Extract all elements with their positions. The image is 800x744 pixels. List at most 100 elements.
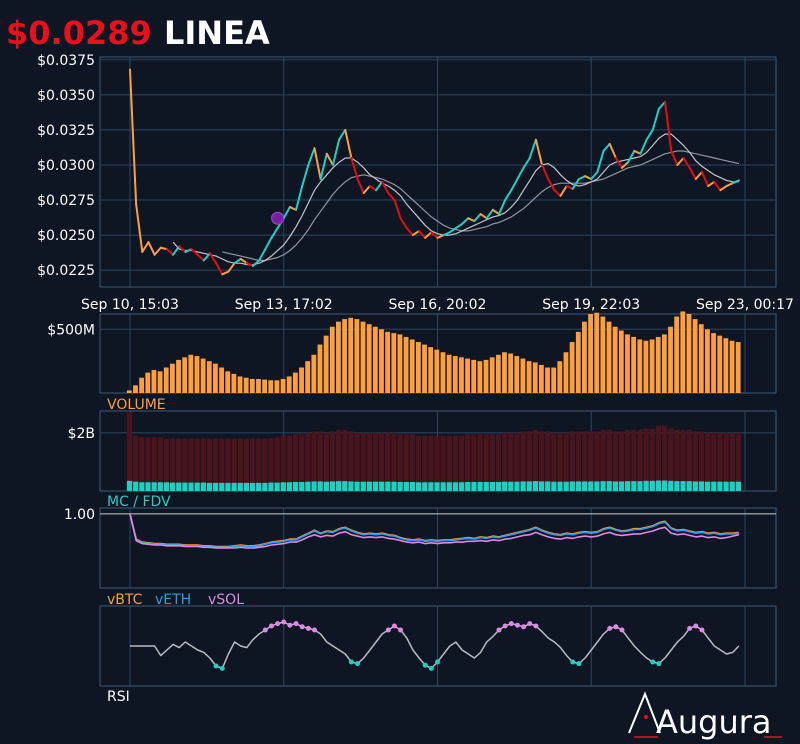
fdv-bar [692, 431, 698, 491]
price-segment [442, 231, 451, 237]
volume-bar [575, 331, 581, 393]
volume-bar [483, 359, 489, 393]
fdv-bar [213, 438, 219, 491]
mc-bar [169, 482, 176, 491]
price-marker-dot [271, 211, 285, 225]
volume-bar [588, 314, 593, 393]
volume-bar [188, 354, 194, 393]
mc-bar [489, 481, 496, 491]
rsi-oversold-dot [656, 661, 662, 667]
volume-bar [336, 321, 341, 393]
volume-bar [612, 326, 618, 393]
volume-bar [372, 326, 378, 393]
mc-bar [225, 482, 231, 491]
logo-dot-icon [644, 715, 648, 719]
price-segment [528, 138, 537, 159]
fdv-bar [631, 429, 637, 491]
mc-bar [231, 482, 237, 491]
price-segment [239, 257, 248, 265]
volume-bar [305, 361, 311, 393]
rsi-line [130, 621, 740, 670]
price-segment [375, 180, 384, 192]
fdv-bar [711, 432, 717, 491]
price-segment [467, 217, 476, 223]
mc-bar [631, 481, 637, 491]
fdv-bar [440, 435, 446, 491]
mc-bar [139, 482, 145, 491]
volume-bar [262, 379, 268, 393]
price-segment [461, 217, 470, 225]
volume-bar [286, 376, 292, 393]
rsi-overbought-dot [613, 624, 619, 630]
fast-moving-average-line [172, 133, 739, 266]
mc-bar [305, 481, 311, 491]
price-segment [584, 175, 593, 181]
mc-bar [145, 482, 151, 491]
volume-bar [237, 376, 243, 393]
price-segment [270, 227, 279, 239]
price-segment [141, 241, 150, 253]
volume-bar [219, 367, 224, 393]
price-segment [534, 138, 544, 166]
mc-bar [545, 481, 551, 491]
rsi-overbought-dot [508, 621, 514, 627]
fdv-bar [735, 432, 741, 491]
mc-bar [397, 481, 403, 491]
volume-bar [268, 380, 274, 393]
mc-bar [526, 481, 532, 491]
fdv-bar [452, 435, 459, 491]
mc-bar [569, 481, 575, 491]
tick-labels: Sep 10, 15:03 Sep 13, 17:02 Sep 16, 20:02 S… [37, 53, 794, 523]
price-segment [664, 100, 673, 152]
rsi-overbought-dot [521, 624, 527, 630]
price-segment [184, 248, 193, 253]
volume-bar [440, 352, 446, 393]
price-y-tick-label: $0.0350 [37, 88, 95, 104]
mc-bar [391, 481, 397, 491]
fdv-bar [225, 438, 231, 491]
volume-bar [176, 359, 181, 393]
fdv-bar [256, 438, 262, 491]
fdv-bar [643, 428, 649, 491]
slow-moving-average-line [222, 150, 740, 261]
volume-bar [557, 361, 563, 393]
mc-bar [163, 482, 170, 491]
price-segment [485, 208, 494, 220]
rsi-oversold-dot [213, 663, 219, 669]
logo-text: Augura [656, 703, 772, 741]
volume-bar [594, 312, 600, 393]
volume-bar [194, 356, 200, 393]
legend-veth: vETH [155, 592, 191, 608]
mc-bar [348, 481, 354, 491]
price-segment [153, 246, 162, 256]
fdv-bar [459, 435, 465, 491]
volume-bar [569, 342, 575, 393]
volume-bar [674, 316, 680, 393]
volume-bar [520, 358, 526, 393]
price-segment [436, 234, 445, 239]
current-price: $0.0289 [6, 14, 152, 52]
fdv-bar [655, 425, 662, 491]
volume-bar [379, 329, 384, 393]
vsol-line [129, 513, 740, 549]
rsi-overbought-dot [502, 623, 508, 629]
volume-bar [465, 358, 470, 393]
rsi-oversold-dot [428, 665, 434, 671]
price-segment [202, 252, 211, 262]
volume-bar [723, 338, 729, 393]
fdv-bar [348, 431, 354, 491]
price-segment [522, 156, 531, 169]
mc-bar [459, 482, 465, 491]
fdv-bar [237, 438, 243, 491]
mc-bar [520, 481, 526, 491]
price-segment [713, 180, 722, 192]
mc-bar [674, 481, 680, 491]
price-segment [159, 246, 168, 251]
price-y-tick-label: $0.0225 [37, 263, 95, 279]
price-segment [368, 185, 377, 192]
fdv-bar [342, 429, 348, 491]
fdv-bar [151, 437, 157, 491]
volume-bar [489, 357, 495, 393]
mc-bar [366, 481, 373, 491]
volume-bar [256, 378, 261, 393]
